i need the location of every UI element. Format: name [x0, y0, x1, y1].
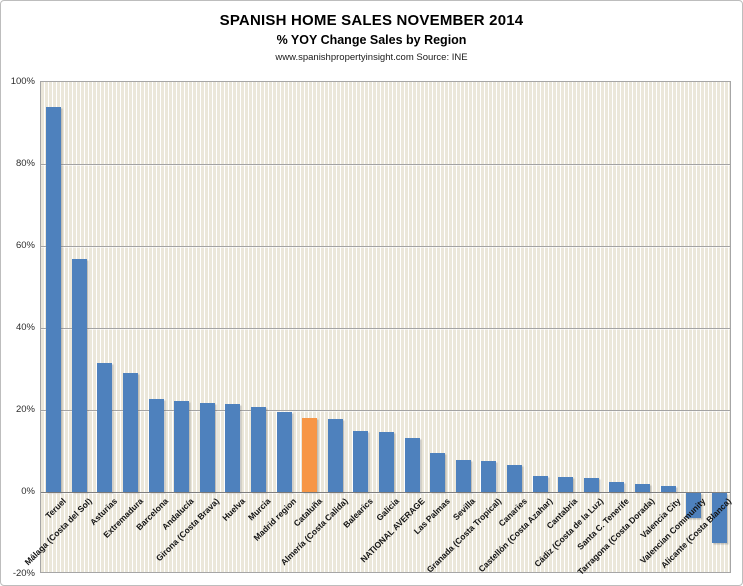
y-tick-label: 60% [15, 239, 35, 251]
gridline [41, 410, 730, 411]
bar-m-laga-costa-del-sol [71, 258, 87, 492]
zero-axis-line [41, 492, 730, 493]
bar-tarragona-costa-dorada [634, 484, 650, 492]
bar-balearics [353, 430, 369, 492]
bar-santa-c-tenerife [609, 481, 625, 492]
bar-granada-costa-tropical [481, 461, 497, 492]
bar-girona-costa-brava [199, 402, 215, 492]
y-tick-label: 0% [21, 485, 35, 497]
bar-las-palmas [430, 452, 446, 492]
bar-cantabria [558, 477, 574, 492]
gridline [41, 164, 730, 165]
bar-murcia [251, 407, 267, 492]
bar-sevilla [455, 459, 471, 492]
gridline [41, 246, 730, 247]
bar-national-average [404, 437, 420, 492]
bar-extremadura [123, 373, 139, 492]
bar-huelva [225, 403, 241, 492]
y-tick-label: 40% [15, 321, 35, 333]
bar-alicante-costa-blanca [711, 493, 727, 544]
gridline [41, 328, 730, 329]
bar-madrid-region [276, 412, 292, 492]
bar-c-diz-costa-de-la-luz [583, 477, 599, 492]
plot-area: Teruel Málaga (Costa del Sol) Asturias Extr… [22, 81, 733, 577]
bar-castell-n-costa-azahar [532, 475, 548, 492]
bar-almer-a-costa-calida [327, 419, 343, 492]
x-category-label: Huelva [220, 496, 248, 523]
y-tick-label: 20% [15, 403, 35, 415]
y-tick-label: 100% [10, 75, 35, 87]
bar-teruel [46, 106, 62, 492]
chart-title: SPANISH HOME SALES NOVEMBER 2014 [219, 12, 524, 29]
bar-valencian-community [686, 493, 702, 518]
y-tick-label: 80% [15, 157, 35, 169]
bar-andaluc-a [174, 401, 190, 492]
bar-canaries [506, 465, 522, 492]
chart-subtitle: % YOY Change Sales by Region [276, 33, 467, 47]
bar-galicia [379, 431, 394, 492]
y-tick-label: -20% [12, 567, 35, 579]
chart-source-note: www.spanishpropertyinsight.com Source: I… [275, 52, 468, 63]
bar-barcelona [148, 399, 164, 492]
bar-asturias [97, 362, 113, 492]
bar-catalu-a [302, 417, 318, 492]
bar-valencia-city [660, 486, 676, 492]
